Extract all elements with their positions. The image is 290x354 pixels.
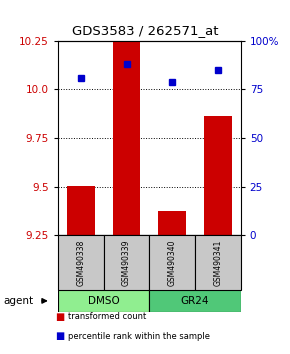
Text: percentile rank within the sample: percentile rank within the sample [68, 332, 210, 341]
Bar [149, 290, 241, 312]
Text: GR24: GR24 [181, 296, 209, 306]
Text: transformed count: transformed count [68, 312, 146, 321]
Text: GDS3583 / 262571_at: GDS3583 / 262571_at [72, 24, 218, 37]
Text: GSM490338: GSM490338 [76, 240, 85, 286]
Bar [158, 211, 186, 235]
Bar [113, 39, 140, 235]
Bar [204, 116, 231, 235]
Text: GSM490339: GSM490339 [122, 240, 131, 286]
Bar [67, 186, 95, 235]
Bar [58, 290, 149, 312]
Text: ■: ■ [55, 312, 64, 322]
Text: ■: ■ [55, 331, 64, 341]
Text: GSM490340: GSM490340 [168, 240, 177, 286]
Text: GSM490341: GSM490341 [213, 240, 222, 286]
Text: agent: agent [3, 296, 33, 306]
Bar [149, 235, 195, 290]
Bar [195, 235, 241, 290]
Text: DMSO: DMSO [88, 296, 119, 306]
Bar [58, 235, 104, 290]
Bar [104, 235, 149, 290]
